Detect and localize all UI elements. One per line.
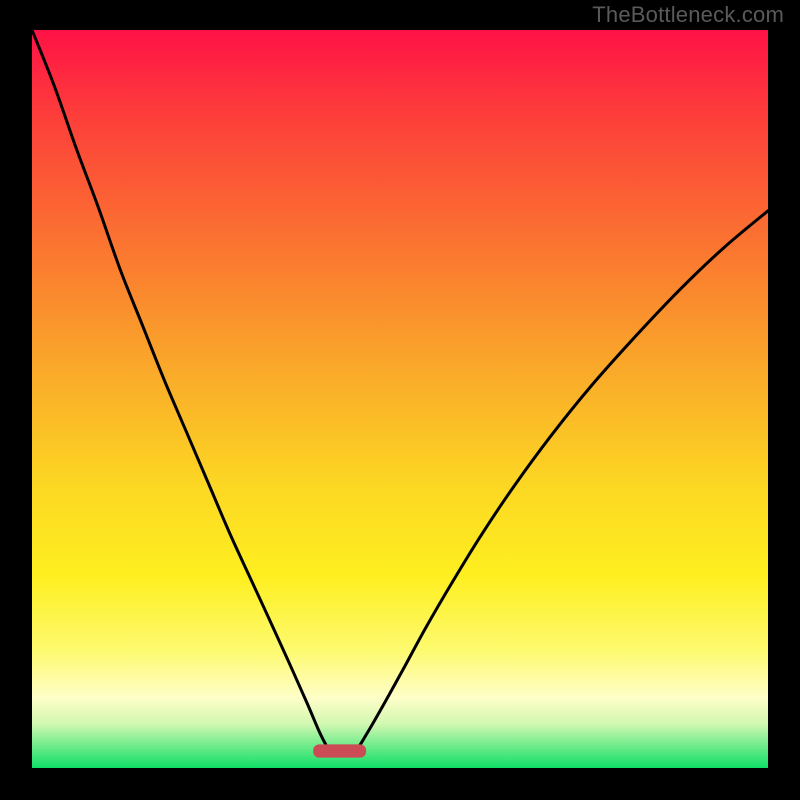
optimal-marker [313,744,366,757]
plot-background [32,30,768,768]
watermark-text: TheBottleneck.com [592,2,784,28]
bottleneck-chart [0,0,800,800]
figure-frame: { "watermark": { "text": "TheBottleneck.… [0,0,800,800]
